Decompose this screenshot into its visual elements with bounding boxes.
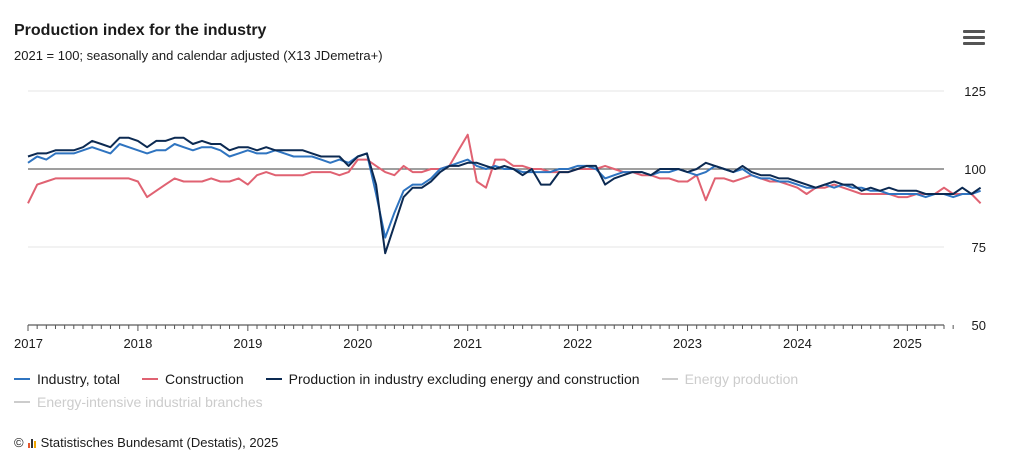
legend-item-construction[interactable]: Construction: [142, 369, 244, 390]
x-tick-label: 2019: [233, 336, 262, 351]
legend-item-energy[interactable]: Energy production: [661, 369, 799, 390]
x-tick-label: 2018: [123, 336, 152, 351]
x-tick-label: 2025: [893, 336, 922, 351]
legend-label: Energy-intensive industrial branches: [37, 393, 263, 410]
legend-swatch: [265, 378, 282, 380]
legend-item-energy-intensive[interactable]: Energy-intensive industrial branches: [14, 391, 263, 412]
source-text: Statistisches Bundesamt (Destatis), 2025: [40, 435, 279, 450]
chart-title: Production index for the industry: [14, 22, 267, 39]
series-line-industry: [27, 143, 981, 239]
legend-label: Production in industry excluding energy …: [288, 371, 640, 387]
y-tick-label: 100: [964, 162, 986, 177]
legend-label: Energy production: [684, 371, 799, 387]
source-note: © Statistisches Bundesamt (Destatis), 20…: [14, 435, 278, 450]
x-tick-label: 2022: [563, 336, 592, 351]
x-axis: 2017 2018 2019 2020 2021 2022 2023 2024 2025: [14, 324, 954, 351]
x-tick-label: 2020: [343, 336, 372, 351]
copyright-symbol: ©: [14, 435, 24, 450]
legend-item-industry[interactable]: Industry, total: [14, 369, 120, 390]
legend-swatch: [14, 400, 30, 403]
legend-swatch: [661, 378, 678, 380]
y-tick-label: 125: [964, 84, 986, 99]
x-tick-label: 2021: [453, 336, 482, 351]
chart-subtitle: 2021 = 100; seasonally and calendar adju…: [14, 48, 383, 63]
x-tick-label: 2023: [673, 336, 702, 351]
legend-item-excl[interactable]: Production in industry excluding energy …: [265, 369, 640, 390]
legend-label: Construction: [165, 371, 244, 387]
x-tick-label: 2017: [14, 336, 43, 351]
hamburger-menu-icon[interactable]: [963, 30, 985, 48]
legend-swatch: [14, 378, 30, 380]
series-line-excl: [27, 136, 982, 255]
y-tick-label: 50: [972, 318, 986, 333]
x-tick-label: 2024: [783, 336, 812, 351]
legend-swatch: [142, 378, 159, 380]
y-axis: 125 100 75 50: [964, 84, 986, 333]
destatis-bar-logo-icon: [27, 438, 37, 448]
y-tick-label: 75: [972, 240, 986, 255]
legend-label: Industry, total: [37, 371, 121, 387]
series-line-construction: [27, 133, 982, 204]
grid-lines: [28, 90, 944, 326]
series-lines: [27, 133, 982, 255]
legend: Industry, total Construction Production in…: [14, 367, 1004, 412]
